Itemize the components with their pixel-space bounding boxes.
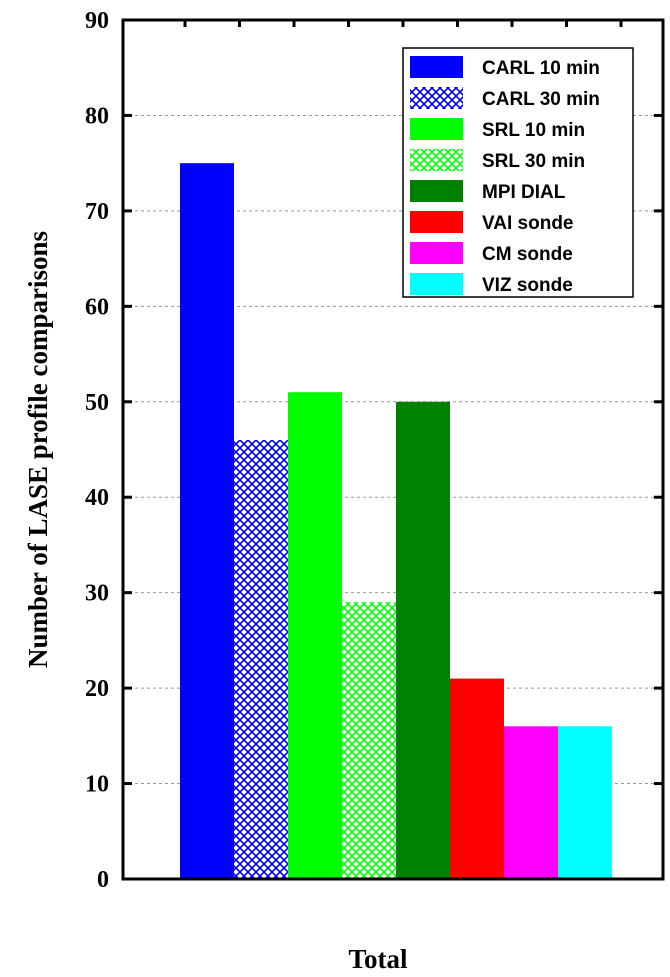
x-axis-category-label: Total xyxy=(348,944,408,974)
bar-mpi-dial xyxy=(396,401,450,879)
legend-label: CARL 30 min xyxy=(482,89,600,110)
y-axis-ticks: 0 10 20 30 40 50 60 70 80 90 xyxy=(85,8,663,893)
legend-label: VIZ sonde xyxy=(482,275,573,296)
y-tick-label: 20 xyxy=(85,676,109,702)
legend: CARL 10 min CARL 30 min SRL 10 min SRL 30 m… xyxy=(402,47,634,298)
legend-label: SRL 10 min xyxy=(482,120,585,141)
y-tick-label: 0 xyxy=(97,867,109,893)
y-tick-label: 70 xyxy=(85,199,109,225)
legend-swatch xyxy=(410,87,463,109)
y-tick-label: 30 xyxy=(85,581,109,607)
bar-carl-30-min xyxy=(234,439,288,879)
bar-viz-sonde xyxy=(558,726,612,879)
legend-swatch xyxy=(410,211,463,233)
y-tick-label: 40 xyxy=(85,485,109,511)
bar-srl-10-min xyxy=(288,392,342,879)
y-tick-label: 10 xyxy=(85,772,109,798)
y-axis-title: Number of LASE profile comparisons xyxy=(23,231,53,668)
y-tick-label: 80 xyxy=(85,103,109,129)
legend-label: MPI DIAL xyxy=(482,182,566,203)
legend-label: SRL 30 min xyxy=(482,151,585,172)
bar-carl-10-min xyxy=(180,163,234,879)
legend-swatch xyxy=(410,149,463,171)
legend-label: CM sonde xyxy=(482,244,573,265)
bars xyxy=(180,163,612,879)
bar-cm-sonde xyxy=(504,726,558,879)
bar-srl-30-min xyxy=(342,602,396,879)
legend-swatch xyxy=(410,273,463,295)
plot-frame xyxy=(121,18,665,881)
y-tick-label: 50 xyxy=(85,390,109,416)
legend-swatch xyxy=(410,242,463,264)
y-tick-label: 60 xyxy=(85,294,109,320)
legend-label: CARL 10 min xyxy=(482,58,600,79)
legend-swatch xyxy=(410,56,463,78)
legend-label: VAI sonde xyxy=(482,213,574,234)
legend-swatch xyxy=(410,180,463,202)
bar-vai-sonde xyxy=(450,678,504,879)
y-tick-label: 90 xyxy=(85,8,109,34)
legend-swatch xyxy=(410,118,463,140)
